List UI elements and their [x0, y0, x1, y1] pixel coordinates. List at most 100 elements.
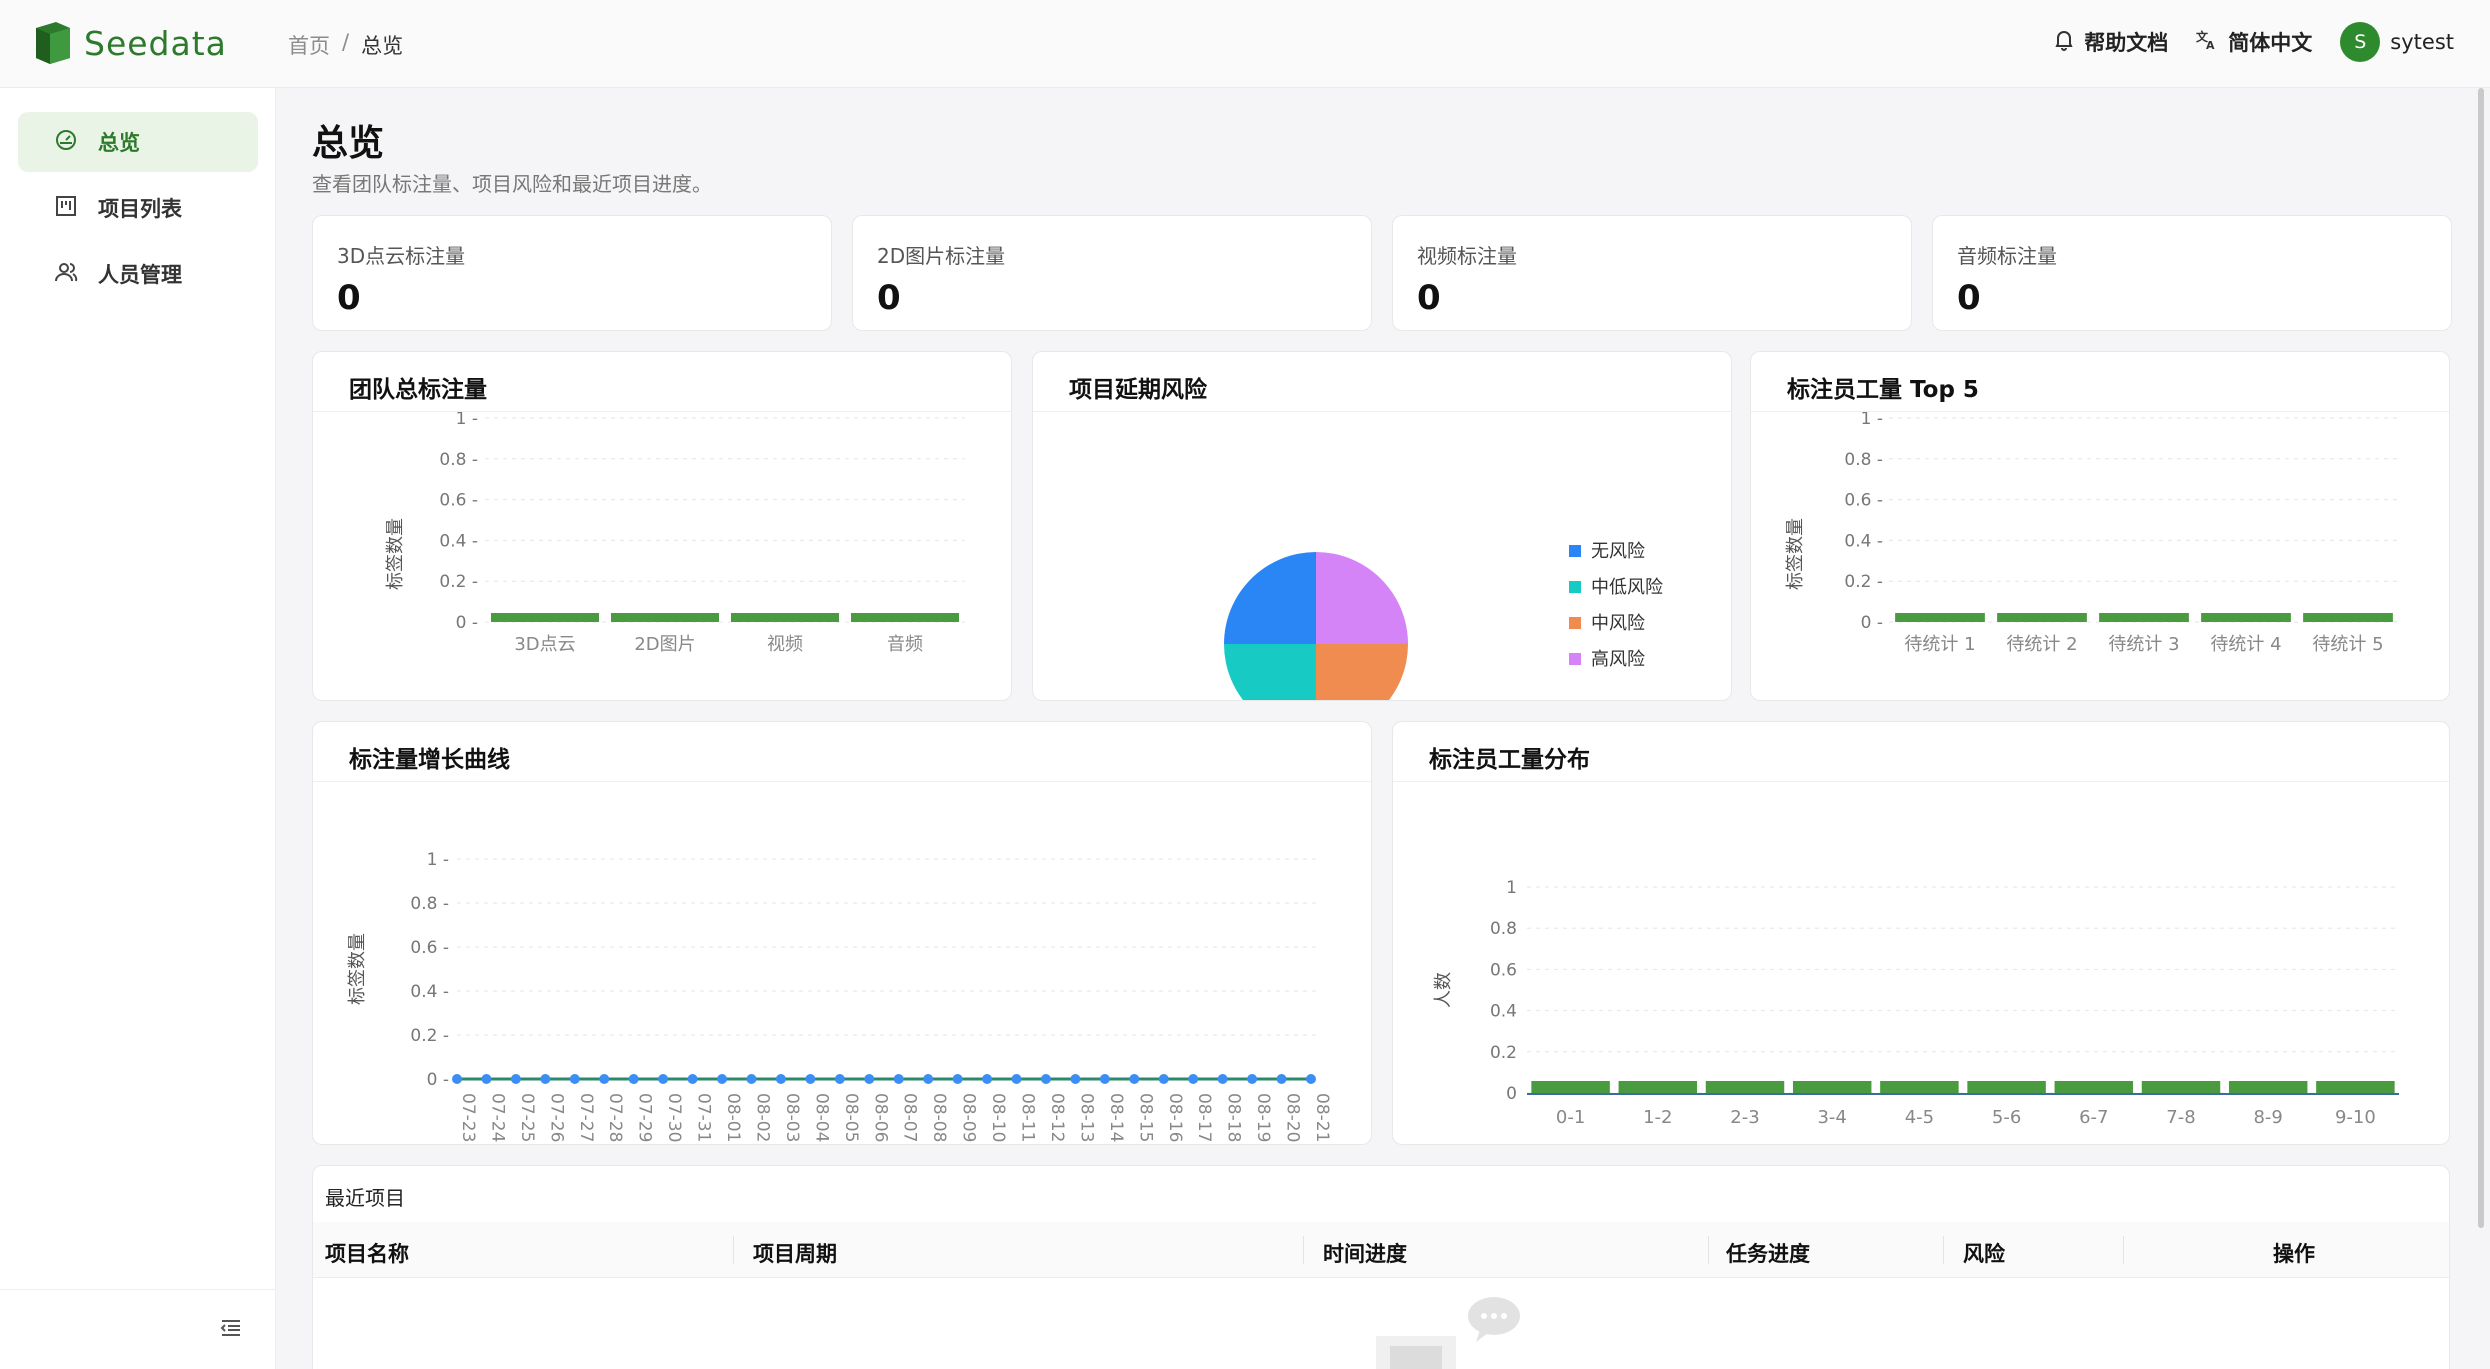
x-tick-label: 08-17: [1194, 1093, 1214, 1142]
bar: [611, 613, 719, 622]
sidebar-item-overview[interactable]: 总览: [18, 112, 258, 172]
page-subtitle: 查看团队标注量、项目风险和最近项目进度。: [312, 172, 712, 196]
dashboard-icon: [54, 128, 78, 157]
x-tick-label: 2-3: [1730, 1107, 1759, 1128]
x-tick-label: 4-5: [1905, 1107, 1934, 1128]
y-axis-label: 标签数量: [1785, 518, 1806, 590]
x-tick-label: 08-19: [1253, 1093, 1273, 1142]
x-tick-label: 0-1: [1556, 1107, 1585, 1128]
y-tick-label: 0.6 -: [439, 491, 478, 511]
x-tick-label: 08-03: [782, 1093, 802, 1142]
app-logo[interactable]: Seedata: [34, 22, 227, 64]
breadcrumb-home[interactable]: 首页: [288, 34, 330, 58]
user-menu[interactable]: S sytest: [2340, 22, 2454, 62]
x-tick-label: 待统计 2: [2006, 634, 2077, 655]
language-label: 简体中文: [2228, 31, 2313, 55]
y-tick-label: 0.4 -: [410, 982, 449, 1002]
legend-label: 无风险: [1591, 541, 1645, 562]
x-tick-label: 08-09: [959, 1093, 979, 1142]
stat-label: 2D图片标注量: [877, 244, 1006, 268]
y-tick-label: 0.6 -: [1844, 491, 1883, 511]
x-tick-label: 08-12: [1047, 1093, 1067, 1142]
stat-card-audio: 音频标注量 0: [1932, 215, 2452, 331]
data-point: [1306, 1074, 1316, 1084]
x-tick-label: 08-08: [929, 1093, 949, 1142]
avatar: S: [2340, 22, 2381, 62]
chart-card-delay-risk: 项目延期风险 无风险 中低风险 中风险 高风险: [1032, 351, 1732, 701]
data-point: [481, 1074, 492, 1084]
table-header: 项目名称 项目周期 时间进度 任务进度 风险 操作: [313, 1222, 2449, 1278]
x-tick-label: 音频: [887, 634, 923, 655]
collapse-menu-icon[interactable]: [220, 1318, 242, 1342]
bar: [2201, 613, 2291, 622]
table-title: 最近项目: [325, 1186, 405, 1210]
y-tick-label: 0.8: [1490, 919, 1517, 939]
x-tick-label: 07-25: [517, 1093, 537, 1142]
empty-state-icon: [1376, 1294, 1536, 1369]
bar: [851, 613, 959, 622]
help-docs-button[interactable]: 帮助文档: [2054, 27, 2168, 57]
data-point: [923, 1074, 934, 1084]
stat-card-3d: 3D点云标注量 0: [312, 215, 832, 331]
x-tick-label: 07-26: [546, 1093, 566, 1142]
bar: [2141, 1081, 2221, 1093]
data-point: [775, 1074, 786, 1084]
logo-text: Seedata: [84, 23, 227, 63]
y-tick-label: 0 -: [456, 613, 478, 633]
data-point: [599, 1074, 610, 1084]
y-tick-label: 1 -: [456, 412, 478, 429]
data-point: [952, 1074, 963, 1084]
column-header: 任务进度: [1726, 1242, 1810, 1266]
stat-card-video: 视频标注量 0: [1392, 215, 1912, 331]
x-tick-label: 08-07: [900, 1093, 920, 1142]
x-tick-label: 6-7: [2079, 1107, 2108, 1128]
data-point: [893, 1074, 904, 1084]
bar: [1705, 1081, 1785, 1093]
x-tick-label: 5-6: [1992, 1107, 2021, 1128]
bell-icon: [2054, 29, 2074, 56]
x-tick-label: 8-9: [2253, 1107, 2282, 1128]
chart-title: 项目延期风险: [1033, 352, 1731, 412]
growth-line-chart: 0 - 0.2 - 0.4 - 0.6 - 0.8 - 1 - 标签数量 07-23 07-24…: [347, 850, 1332, 1142]
data-point: [805, 1074, 816, 1084]
bar: [2228, 1081, 2308, 1093]
y-tick-label: 0.2 -: [410, 1026, 449, 1046]
svg-text:A: A: [2206, 39, 2215, 51]
sidebar-item-users[interactable]: 人员管理: [18, 244, 258, 304]
x-tick-label: 07-29: [635, 1093, 655, 1142]
x-tick-label: 08-04: [811, 1093, 831, 1142]
y-tick-label: 1: [1506, 878, 1517, 898]
data-point: [628, 1074, 639, 1084]
pie-slice: [1316, 552, 1408, 644]
x-tick-label: 07-30: [664, 1093, 684, 1142]
data-point: [452, 1074, 462, 1084]
y-tick-label: 1 -: [1861, 412, 1883, 429]
users-icon: [54, 260, 78, 289]
sidebar-item-projects[interactable]: 项目列表: [18, 178, 258, 238]
data-point: [687, 1074, 698, 1084]
stat-value: 0: [1957, 278, 1981, 318]
x-tick-label: 08-14: [1106, 1093, 1126, 1142]
page-scrollbar[interactable]: [2478, 88, 2484, 1228]
team-total-bar-chart: 0 - 0.2 - 0.4 - 0.6 - 0.8 - 1 - 标签数量 3D点云 2D图片 视频…: [385, 412, 965, 655]
pie-slice: [1224, 552, 1316, 644]
data-point: [746, 1074, 757, 1084]
legend-swatch: [1569, 581, 1581, 593]
data-point: [1276, 1074, 1287, 1084]
legend-swatch: [1569, 617, 1581, 629]
x-tick-label: 7-8: [2166, 1107, 2195, 1128]
x-tick-label: 07-28: [605, 1093, 625, 1142]
y-tick-label: 0.6 -: [410, 938, 449, 958]
chart-card-top5: 标注员工量 Top 5 0 - 0.2 - 0.4 - 0.6 - 0.8 - 1 - 标签…: [1750, 351, 2450, 701]
x-tick-label: 待统计 1: [1904, 634, 1975, 655]
bar: [731, 613, 839, 622]
data-point: [540, 1074, 551, 1084]
column-divider: [733, 1236, 734, 1264]
x-tick-label: 08-10: [988, 1093, 1008, 1142]
distribution-bar-chart: 0 0.2 0.4 0.6 0.8 1 人数 0-1 1-2 2-3 3-4 4-5 5-6 6-7 7-8…: [1433, 878, 2399, 1128]
column-divider: [1943, 1236, 1944, 1264]
